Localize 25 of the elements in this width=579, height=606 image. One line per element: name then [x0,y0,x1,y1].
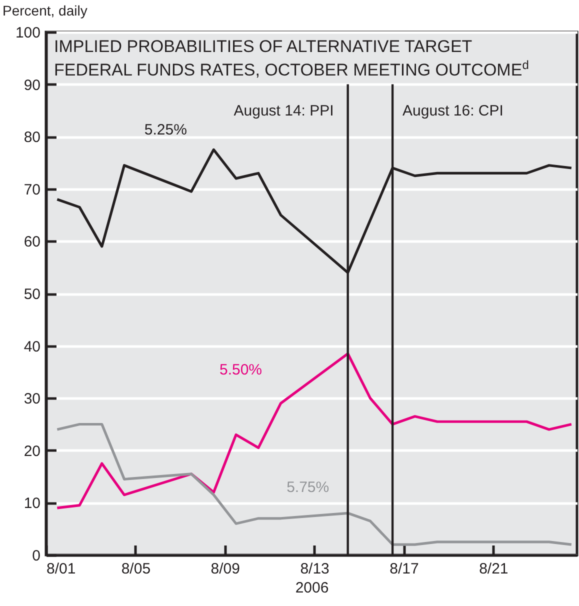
y-tick-label: 50 [24,286,40,303]
y-tick-label: 30 [24,390,40,408]
x-axis-title: 2006 [295,580,329,596]
y-tick-label: 70 [24,181,40,198]
text: 5.50% [219,361,262,378]
x-tick-label: 8/05 [121,560,151,578]
y-tick-label: 0 [32,548,40,564]
x-tick-label: 8/01 [46,560,76,578]
ref-line-label: August 14: PPI [234,102,334,120]
y-tick-label: 20 [24,442,40,460]
x-tick-label: 8/17 [390,560,419,578]
y-tick-label: 10 [24,495,40,512]
y-tick-label: 40 [24,338,40,356]
x-tick-label: 8/09 [210,560,240,578]
y-axis-title: Percent, daily [2,2,88,18]
x-tick-label: 8/13 [300,560,330,578]
ref-line-label: August 16: CPI [402,102,504,120]
series-label: 5.75% [286,479,330,496]
y-tick-label: 90 [24,76,40,94]
series-label: 5.25% [144,122,187,139]
text: IMPLIED PROBABILITIES OF ALTERNATIVE TARGET FEDERAL FUNDS RATES, OCTOBER MEETING OUTCOME$^{d}$ [54,37,529,80]
y-tick-label: 100 [15,24,40,42]
y-tick-label: 80 [24,129,40,146]
x-tick-label: 8/21 [479,560,508,578]
y-tick-label: 60 [24,234,40,251]
